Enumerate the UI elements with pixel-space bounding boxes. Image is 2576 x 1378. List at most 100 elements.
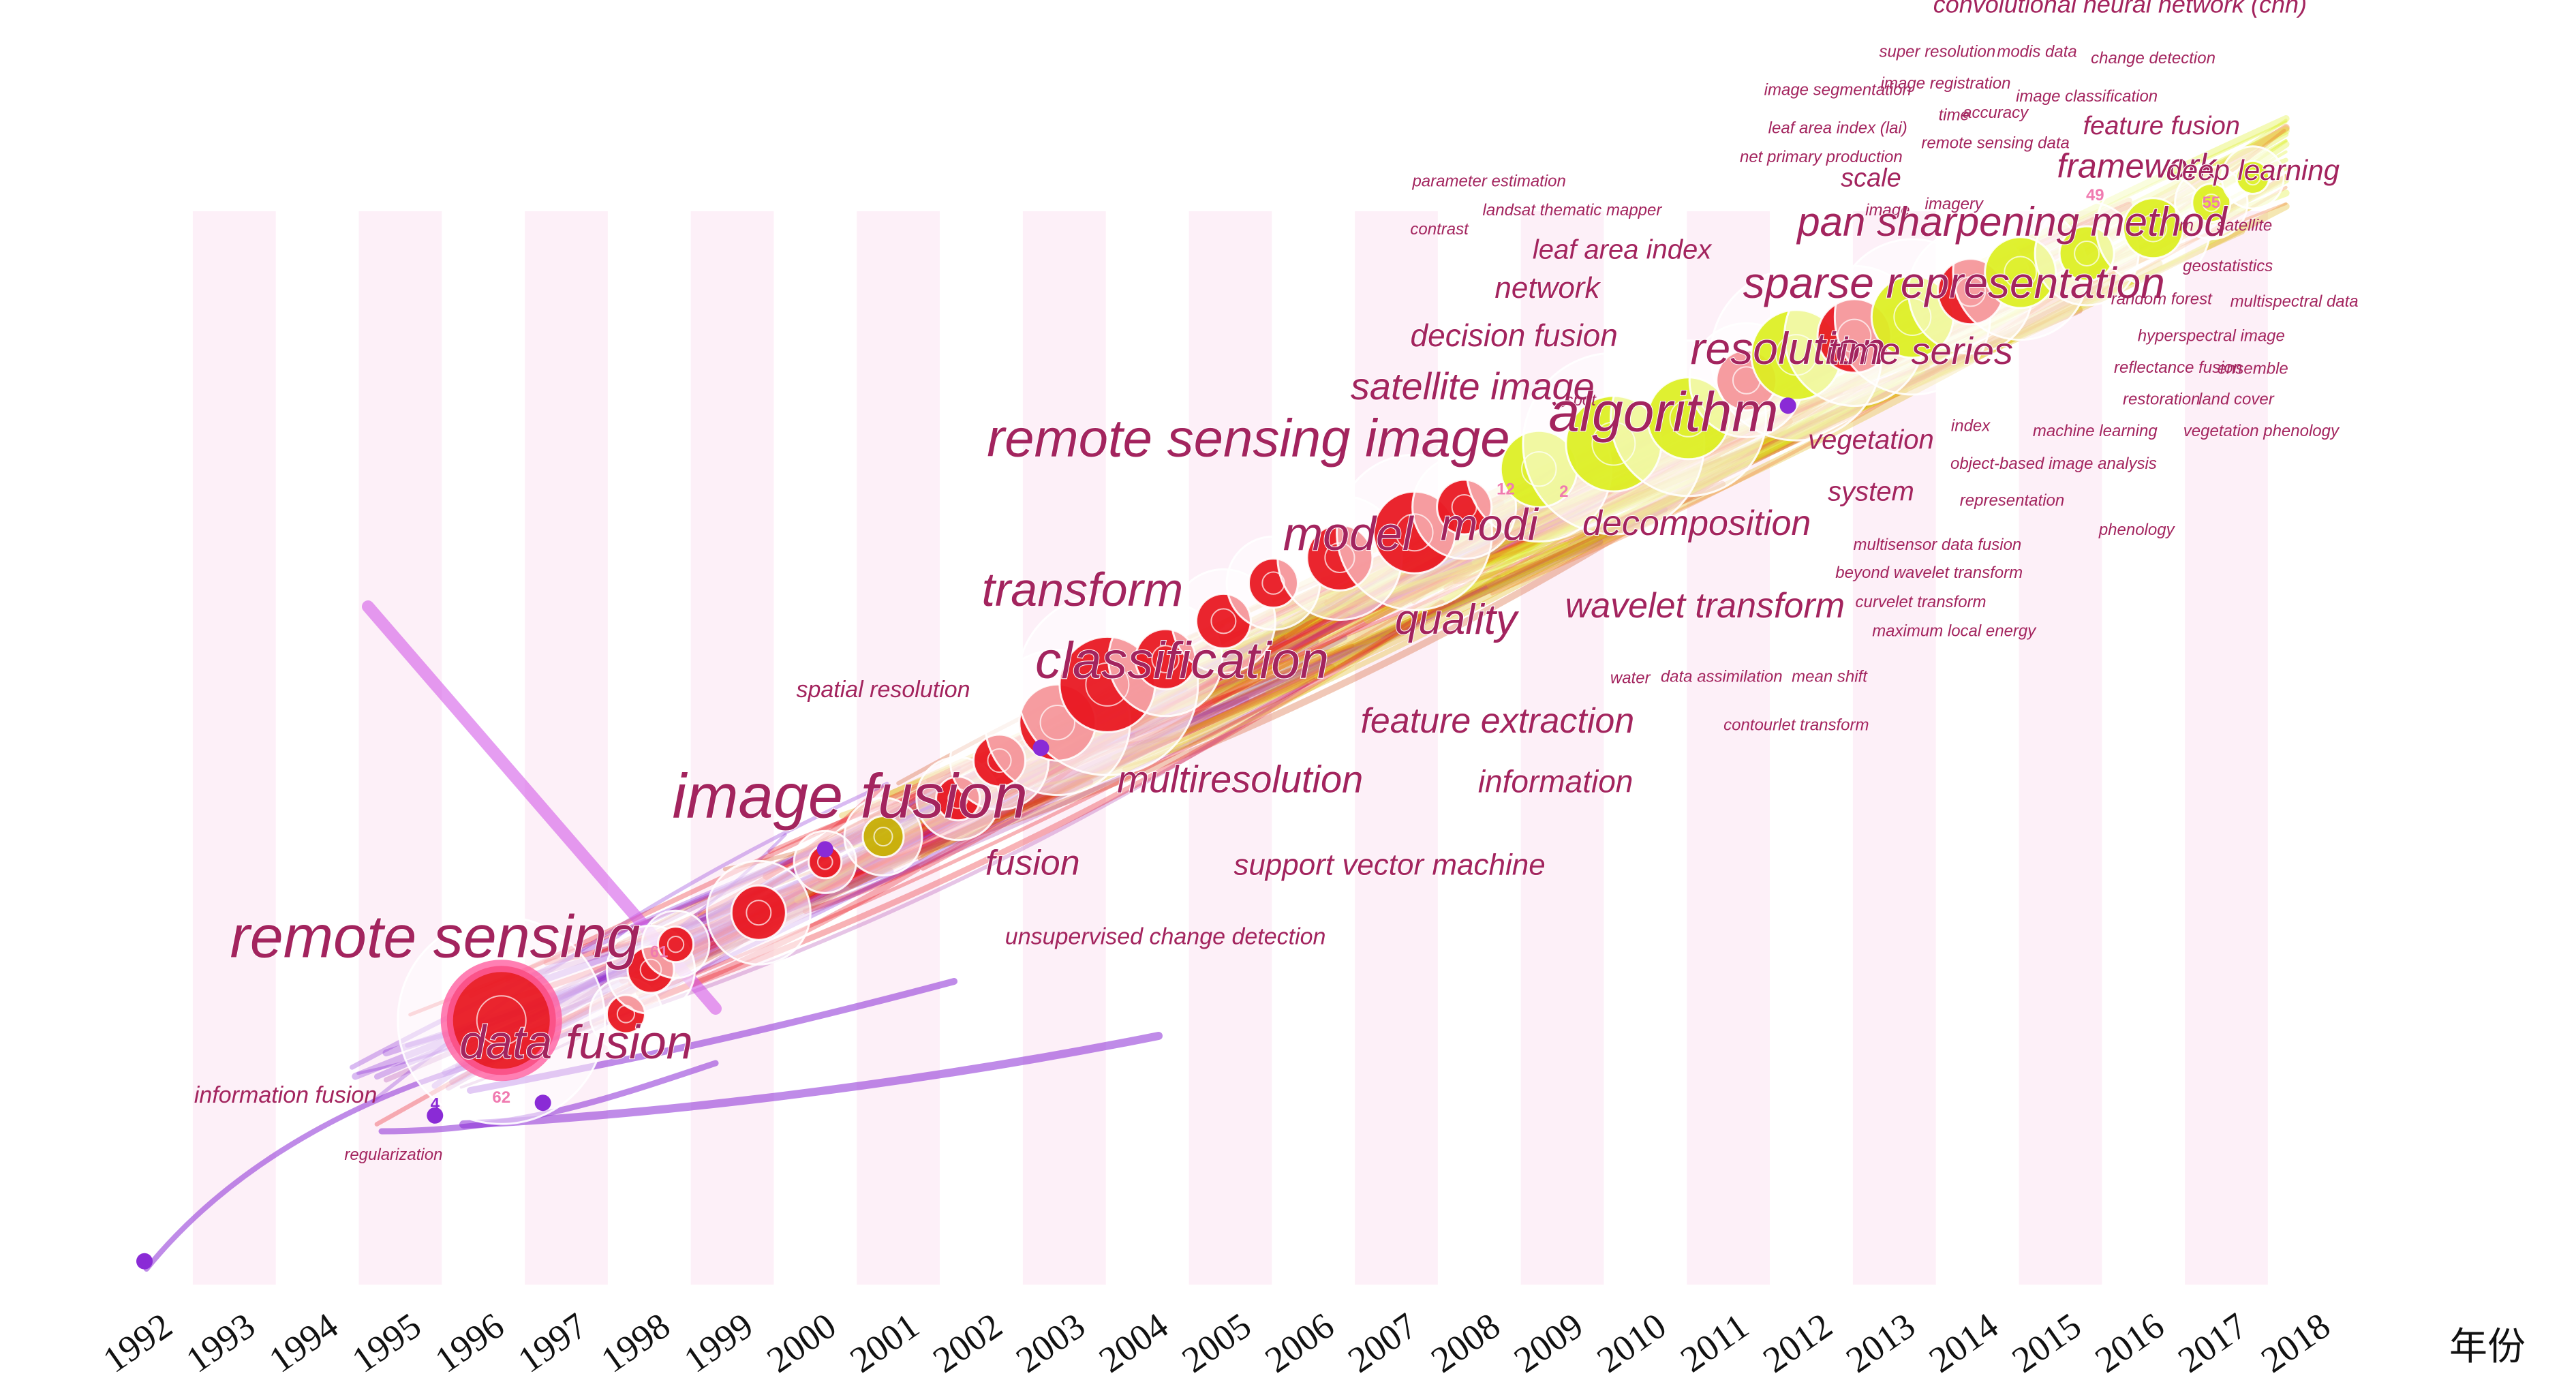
keyword-label[interactable]: image <box>1865 201 1910 219</box>
keyword-label[interactable]: modi <box>1440 498 1540 550</box>
keyword-label[interactable]: multisensor data fusion <box>1853 536 2021 554</box>
keyword-label[interactable]: wavelet transform <box>1565 585 1845 626</box>
year-stripe <box>857 211 940 1285</box>
keyword-label[interactable]: maximum local energy <box>1872 622 2037 641</box>
keyword-label[interactable]: landsat thematic mapper <box>1483 201 1663 219</box>
keyword-label[interactable]: feature fusion <box>2083 112 2240 140</box>
keyword-label[interactable]: remote sensing data <box>1921 134 2069 153</box>
keyword-label[interactable]: imagery <box>1925 195 1984 213</box>
keyword-label[interactable]: time series <box>1828 328 2014 373</box>
keyword-label[interactable]: ensemble <box>2218 360 2288 378</box>
year-tick-label: 1998 <box>594 1305 677 1378</box>
keyword-label[interactable]: scale <box>1841 164 1901 192</box>
keyword-label[interactable]: transform <box>981 562 1184 617</box>
keyword-label[interactable]: multiresolution <box>1116 757 1364 801</box>
keyword-label[interactable]: image segmentation <box>1764 81 1912 99</box>
keyword-label[interactable]: decision fusion <box>1410 317 1619 354</box>
keyword-label[interactable]: pan sharpening method <box>1795 198 2228 245</box>
year-axis: 1992199319941995199619971998199920002001… <box>95 1305 2337 1378</box>
keyword-label[interactable]: accuracy <box>1963 104 2029 122</box>
node-number: 4 <box>140 1253 149 1272</box>
keyword-node[interactable] <box>136 1253 153 1270</box>
keyword-label[interactable]: object-based image analysis <box>1950 455 2157 473</box>
keyword-label[interactable]: water <box>1610 669 1651 688</box>
keyword-label[interactable]: network <box>1494 271 1601 305</box>
keyword-node[interactable] <box>1779 397 1796 414</box>
keyword-label[interactable]: modis data <box>1997 43 2076 61</box>
keyword-label[interactable]: support vector machine <box>1233 847 1546 882</box>
keyword-label[interactable]: random forest <box>2111 290 2213 308</box>
keyword-label[interactable]: multispectral data <box>2230 292 2359 311</box>
keyword-label[interactable]: vegetation <box>1808 425 1934 455</box>
keyword-label[interactable]: convolutional neural network (cnn) <box>1933 0 2307 18</box>
keyword-label[interactable]: image fusion <box>671 761 1028 832</box>
keyword-label[interactable]: super resolution <box>1879 43 1995 61</box>
keyword-node[interactable] <box>534 1094 551 1112</box>
keyword-label[interactable]: sparse representation <box>1743 258 2166 308</box>
keyword-label[interactable]: spatial resolution <box>796 677 970 703</box>
keyword-node[interactable] <box>816 841 833 858</box>
keyword-label[interactable]: reflectance fusion <box>2114 358 2242 377</box>
keyword-label[interactable]: unsupervised change detection <box>1005 924 1326 950</box>
keyword-label[interactable]: remote sensing <box>229 902 641 970</box>
keyword-label[interactable]: system <box>1828 477 1914 507</box>
keyword-label[interactable]: information <box>1477 763 1634 800</box>
keyword-label[interactable]: algorithm <box>1548 380 1779 444</box>
keyword-node[interactable] <box>2122 197 2185 260</box>
keyword-label[interactable]: geostatistics <box>2183 257 2273 275</box>
keyword-label[interactable]: framework <box>2057 146 2219 185</box>
year-tick-label: 1997 <box>510 1305 594 1378</box>
keyword-label[interactable]: representation <box>1960 491 2064 510</box>
keyword-label[interactable]: beyond wavelet transform <box>1835 564 2023 582</box>
keyword-label[interactable]: data fusion <box>459 1015 693 1069</box>
year-tick-label: 1996 <box>427 1305 511 1378</box>
keyword-label[interactable]: remote sensing image <box>986 408 1510 469</box>
keyword-label[interactable]: parameter estimation <box>1411 172 1565 190</box>
keyword-label[interactable]: resolution <box>1690 322 1886 374</box>
keyword-label[interactable]: curvelet transform <box>1855 593 1986 611</box>
keyword-node[interactable] <box>1032 739 1049 756</box>
keyword-label[interactable]: quality <box>1394 596 1520 644</box>
keyword-node[interactable] <box>657 925 695 964</box>
keyword-node[interactable] <box>730 884 787 941</box>
keyword-label[interactable]: satellite <box>2217 217 2272 235</box>
keyword-label[interactable]: spot <box>1565 391 1597 410</box>
keyword-label[interactable]: image registration <box>1881 74 2011 93</box>
keyword-label[interactable]: information fusion <box>194 1082 377 1108</box>
keyword-label[interactable]: contourlet transform <box>1723 716 1869 734</box>
keyword-node[interactable] <box>440 960 562 1082</box>
keyword-label[interactable]: hyperspectral image <box>2138 326 2285 345</box>
keyword-label[interactable]: phenology <box>2098 521 2176 539</box>
keyword-label[interactable]: decomposition <box>1582 503 1811 544</box>
keyword-label[interactable]: land cover <box>2198 390 2275 408</box>
node-ring <box>2244 169 2261 186</box>
keyword-label[interactable]: rn <box>2179 217 2194 235</box>
keyword-label[interactable]: index <box>1951 416 1991 435</box>
keyword-label[interactable]: deep learning <box>2165 153 2340 187</box>
keyword-node[interactable] <box>427 1107 444 1124</box>
keyword-label[interactable]: net primary production <box>1740 148 1903 166</box>
keyword-label[interactable]: change detection <box>2091 49 2215 67</box>
keyword-label[interactable]: leaf area index <box>1533 234 1713 264</box>
keyword-label[interactable]: machine learning <box>2033 422 2158 440</box>
keyword-label[interactable]: satellite image <box>1350 364 1595 408</box>
keyword-label[interactable]: vegetation phenology <box>2183 422 2340 440</box>
keyword-label[interactable]: image classification <box>2016 87 2158 106</box>
keyword-node[interactable] <box>861 815 905 859</box>
keyword-label[interactable]: contrast <box>1410 220 1469 239</box>
keyword-label[interactable]: regularization <box>344 1146 442 1164</box>
keyword-label[interactable]: restoration <box>2123 390 2200 408</box>
keyword-node[interactable] <box>2191 183 2232 224</box>
node-number: 12 <box>1497 480 1515 498</box>
keyword-label[interactable]: model <box>1283 506 1415 561</box>
keyword-label[interactable]: time <box>1939 106 1969 125</box>
keyword-node[interactable] <box>2235 159 2271 195</box>
keyword-label[interactable]: classification <box>1034 631 1330 690</box>
keyword-label[interactable]: fusion <box>985 842 1081 883</box>
keyword-label[interactable]: mean shift <box>1792 668 1868 686</box>
keyword-label[interactable]: data assimilation <box>1661 668 1783 686</box>
keyword-label[interactable]: leaf area index (lai) <box>1768 119 1907 137</box>
node-number: 2 <box>1559 483 1568 501</box>
keyword-label[interactable]: feature extraction <box>1360 701 1635 741</box>
node-ring <box>873 827 893 847</box>
